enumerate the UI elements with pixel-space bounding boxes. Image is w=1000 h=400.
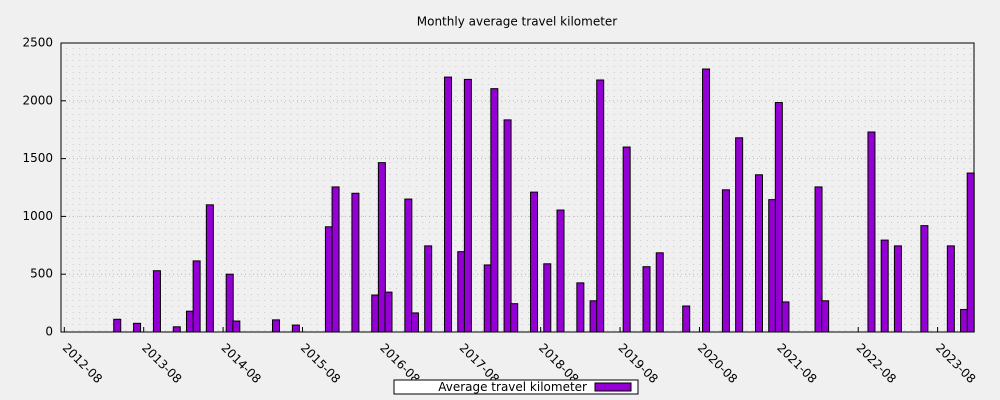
x-tick-label: 2020-08 bbox=[695, 341, 740, 386]
x-tick-label: 2013-08 bbox=[139, 341, 184, 386]
bar bbox=[768, 199, 777, 333]
bar bbox=[291, 324, 300, 333]
bar bbox=[622, 146, 631, 333]
bar bbox=[596, 79, 605, 333]
bar bbox=[324, 226, 333, 333]
bar bbox=[721, 189, 730, 333]
bar bbox=[404, 198, 413, 333]
bar bbox=[272, 319, 281, 333]
bar bbox=[589, 300, 598, 333]
x-tick-label: 2012-08 bbox=[60, 341, 105, 386]
bar bbox=[424, 245, 433, 333]
bar bbox=[457, 251, 466, 333]
bar bbox=[682, 305, 691, 333]
bar bbox=[576, 282, 585, 333]
bar bbox=[754, 174, 763, 333]
legend-label: Average travel kilometer bbox=[438, 380, 587, 394]
bar bbox=[814, 186, 823, 333]
bar bbox=[186, 310, 195, 333]
bar bbox=[377, 162, 386, 333]
bar bbox=[781, 301, 790, 333]
x-tick-label: 2019-08 bbox=[615, 341, 660, 386]
bar bbox=[384, 291, 393, 333]
bar bbox=[444, 76, 453, 333]
bar bbox=[351, 192, 360, 333]
y-tick-label: 0 bbox=[45, 325, 53, 339]
x-tick-label: 2023-08 bbox=[933, 341, 978, 386]
bar bbox=[503, 119, 512, 333]
bar bbox=[490, 88, 499, 333]
bar bbox=[133, 322, 142, 333]
x-tick-label: 2016-08 bbox=[377, 341, 422, 386]
bar bbox=[735, 137, 744, 333]
bar bbox=[410, 312, 419, 333]
bar bbox=[774, 102, 783, 333]
chart-title: Monthly average travel kilometer bbox=[417, 15, 618, 29]
legend-box bbox=[393, 379, 639, 395]
bar bbox=[463, 78, 472, 333]
x-tick-label: 2015-08 bbox=[298, 341, 343, 386]
x-tick-label: 2014-08 bbox=[218, 341, 263, 386]
bar bbox=[821, 300, 830, 333]
bar bbox=[205, 204, 214, 333]
y-tick-label: 1000 bbox=[22, 209, 53, 223]
bar bbox=[192, 260, 201, 333]
bar bbox=[152, 270, 161, 333]
bar bbox=[920, 225, 929, 333]
bar bbox=[946, 245, 955, 333]
y-tick-label: 500 bbox=[30, 267, 53, 281]
legend-swatch bbox=[594, 382, 632, 392]
bar bbox=[530, 191, 539, 333]
y-tick-label: 2000 bbox=[22, 93, 53, 107]
y-tick-label: 2500 bbox=[22, 36, 53, 50]
bar bbox=[642, 266, 651, 333]
bar bbox=[867, 131, 876, 333]
bar bbox=[702, 68, 711, 333]
y-tick-label: 1500 bbox=[22, 151, 53, 165]
bar bbox=[331, 186, 340, 333]
bar bbox=[893, 245, 902, 333]
bar bbox=[172, 326, 181, 333]
bar bbox=[113, 318, 122, 333]
plot-frame bbox=[60, 42, 975, 333]
x-tick-label: 2021-08 bbox=[774, 341, 819, 386]
bar bbox=[655, 252, 664, 333]
bar bbox=[966, 172, 975, 333]
bar bbox=[483, 264, 492, 333]
bar bbox=[960, 308, 969, 333]
x-tick-label: 2022-08 bbox=[854, 341, 899, 386]
bar bbox=[543, 263, 552, 333]
bar bbox=[225, 273, 234, 333]
bar bbox=[371, 294, 380, 333]
bar bbox=[880, 239, 889, 333]
bar bbox=[556, 209, 565, 333]
bar bbox=[232, 320, 241, 333]
bar bbox=[510, 303, 519, 333]
